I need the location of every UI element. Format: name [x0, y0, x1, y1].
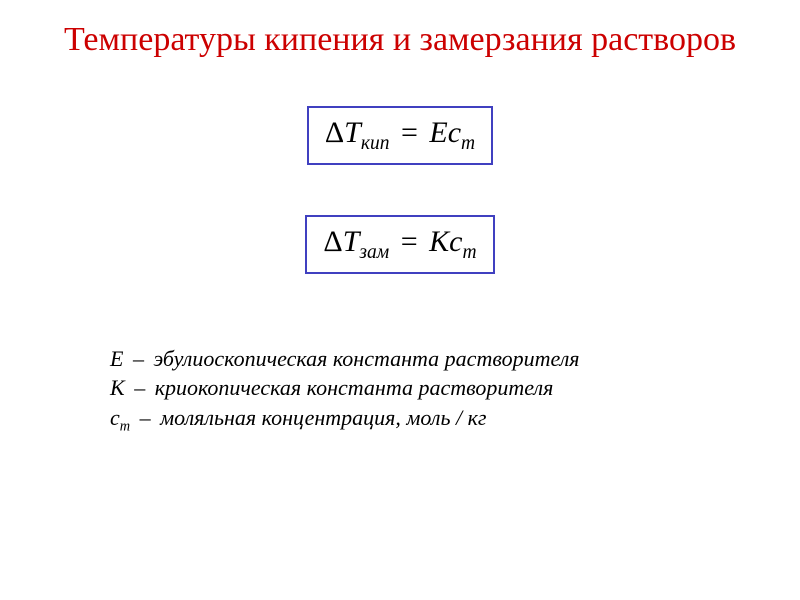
formula-1-container: ΔTкип = Ecm	[0, 106, 800, 165]
formula-2-delta: Δ	[323, 225, 342, 258]
legend-2-symbol: K	[110, 375, 125, 400]
formula-1: ΔTкип = Ecm	[325, 116, 475, 149]
legend-3-text: моляльная концентрация, моль / кг	[160, 405, 486, 430]
legend-line-3: cm – моляльная концентрация, моль / кг	[110, 403, 800, 437]
formula-2-rhsvar: c	[449, 225, 462, 258]
formula-1-sub: кип	[361, 133, 390, 154]
legend-2-text: криокопическая константа растворителя	[155, 375, 554, 400]
formula-1-delta: Δ	[325, 116, 344, 149]
title-text: Температуры кипения и замерзания раствор…	[64, 21, 736, 58]
formula-1-var: T	[344, 116, 361, 149]
legend-3-dash: –	[140, 405, 151, 430]
legend-line-1: E – эбулиоскопическая константа раствори…	[110, 344, 800, 374]
legend-1-dash: –	[133, 346, 144, 371]
formula-2-rhssub: m	[462, 242, 476, 263]
formula-2-container: ΔTзам = Kcm	[0, 215, 800, 274]
legend-2-dash: –	[134, 375, 145, 400]
formula-1-equals: =	[401, 116, 418, 149]
formula-1-rhsvar: c	[448, 116, 461, 149]
legend-line-2: K – криокопическая константа растворител…	[110, 373, 800, 403]
formula-2-equals: =	[401, 225, 418, 258]
formula-2: ΔTзам = Kcm	[323, 225, 476, 258]
formula-1-rhssub: m	[461, 133, 475, 154]
formula-2-box: ΔTзам = Kcm	[305, 215, 494, 274]
legend-1-symbol: E	[110, 346, 123, 371]
legend-1-text: эбулиоскопическая константа растворителя	[153, 346, 579, 371]
legend-3-sub: m	[120, 419, 130, 435]
formula-1-coeff: E	[429, 116, 447, 149]
legend-3-symbol: c	[110, 405, 120, 430]
formula-1-box: ΔTкип = Ecm	[307, 106, 493, 165]
formula-2-sub: зам	[359, 242, 389, 263]
slide-title: Температуры кипения и замерзания раствор…	[0, 0, 800, 61]
formula-2-var: T	[343, 225, 360, 258]
legend: E – эбулиоскопическая константа раствори…	[0, 344, 800, 437]
formula-2-coeff: K	[429, 225, 449, 258]
